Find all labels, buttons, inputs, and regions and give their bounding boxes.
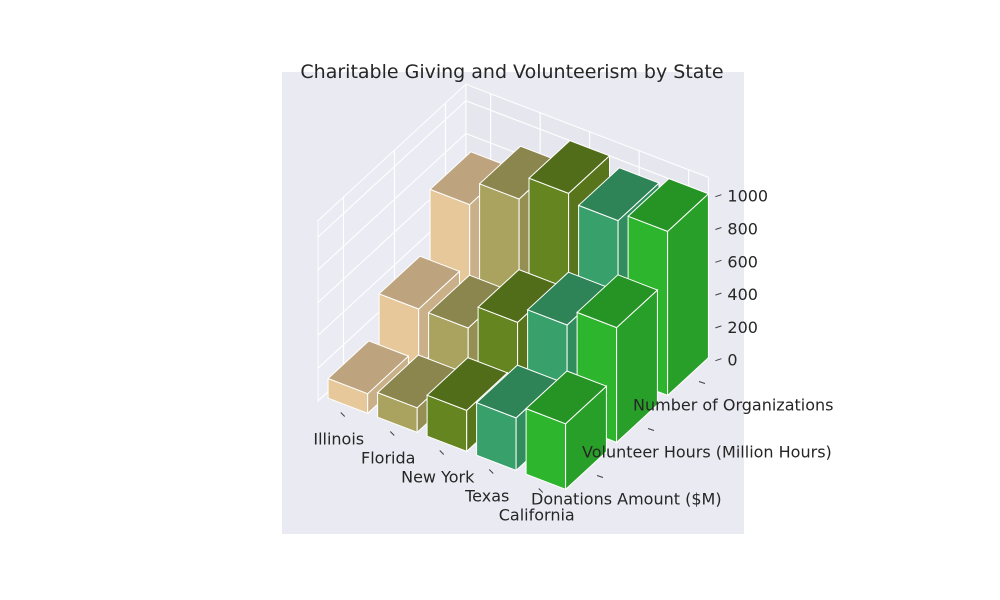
z-tick-label: 600 [727, 252, 758, 271]
z-tick-mark [715, 358, 722, 362]
z-tick-mark [715, 227, 722, 230]
x-tick-mark [488, 469, 494, 474]
bar-top-face [627, 178, 710, 232]
bars [327, 140, 710, 491]
bar-top-face [577, 167, 660, 222]
z-tick-label: 800 [727, 220, 758, 239]
x-tick-label: California [499, 506, 575, 525]
chart-title: Charitable Giving and Volunteerism by St… [300, 61, 723, 83]
bar-top-face [378, 255, 461, 310]
x-tick-label: Texas [464, 487, 509, 506]
z-tick-label: 0 [727, 351, 737, 370]
z-tick-label: 1000 [727, 187, 768, 206]
bar-top-face [576, 274, 659, 329]
z-axis-ticks: 0 200 400 600 800 1000 [715, 187, 768, 370]
x-tick-label: Illinois [313, 430, 364, 449]
y-axis-ticks: Donations Amount ($M) Volunteer Hours (Mi… [531, 381, 834, 509]
y-tick-label: Number of Organizations [633, 396, 834, 415]
x-tick-label: Florida [361, 449, 415, 468]
x-tick-label: New York [401, 468, 475, 487]
bar-top-face [327, 340, 410, 395]
z-tick-mark [715, 292, 722, 296]
z-tick-label: 400 [727, 285, 758, 304]
x-tick-mark [389, 431, 395, 436]
z-tick-mark [715, 194, 722, 198]
bar-top-face [426, 357, 509, 411]
z-tick-label: 200 [727, 318, 758, 337]
y-tick-label: Volunteer Hours (Million Hours) [582, 443, 832, 462]
gridline-z [317, 100, 709, 238]
bar-california-series-1 [525, 370, 608, 491]
z-tick-mark [715, 325, 722, 329]
y-tick-mark [647, 428, 655, 431]
x-tick-mark [340, 412, 346, 417]
y-tick-mark [596, 475, 604, 478]
x-tick-mark [439, 450, 445, 455]
bar-top-face [525, 370, 608, 425]
y-tick-mark [698, 381, 706, 384]
z-tick-mark [715, 259, 722, 263]
x-tick-mark [538, 488, 544, 493]
y-tick-label: Donations Amount ($M) [531, 490, 722, 509]
bar-top-face [528, 140, 611, 194]
